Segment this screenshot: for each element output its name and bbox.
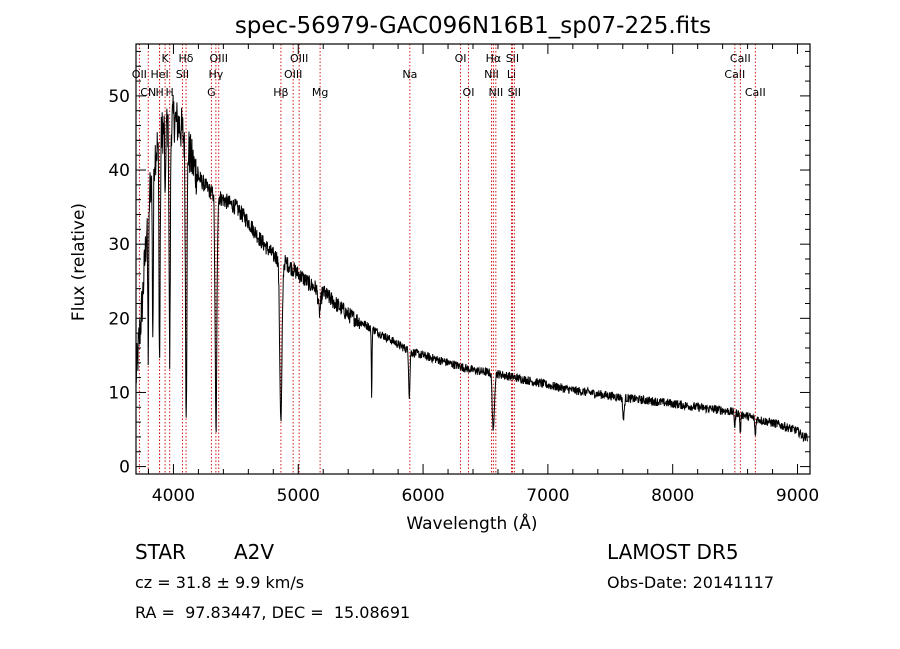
spectrum-line [135, 94, 808, 443]
x-tick-label: 9000 [776, 486, 819, 506]
object-subclass: A2V [234, 540, 275, 564]
line-marker-label: HeI [150, 68, 168, 81]
y-tick-label: 0 [119, 458, 130, 478]
line-marker-label: CaII [745, 86, 766, 99]
line-marker-label: CaII [724, 68, 745, 81]
line-marker-label: Li [507, 68, 516, 81]
plot-axes: 4000 5000 6000 7000 8000 9000 0 10 20 30 40 50 [108, 43, 819, 506]
line-marker-label: OII [132, 68, 147, 81]
x-tick-label: 4000 [152, 486, 195, 506]
x-tick-label: 6000 [401, 486, 444, 506]
line-marker-label: OI [455, 52, 467, 65]
x-axis-label: Wavelength (Å) [406, 512, 537, 534]
line-marker-label: NII [484, 68, 499, 81]
y-tick-label: 50 [108, 87, 130, 107]
line-marker-label: NII [488, 86, 503, 99]
survey-name: LAMOST DR5 [607, 540, 739, 564]
line-marker-label: SII [508, 86, 521, 99]
y-tick-label: 40 [108, 161, 130, 181]
line-marker-label: K [161, 52, 169, 65]
chart-title: spec-56979-GAC096N16B1_sp07-225.fits [235, 13, 711, 39]
line-marker-label: Mg [312, 86, 328, 99]
redshift-value: cz = 31.8 ± 9.9 km/s [135, 573, 305, 592]
line-marker-label: Hδ [179, 52, 194, 65]
line-marker-label: Hγ [208, 68, 223, 81]
x-tick-label: 8000 [651, 486, 694, 506]
y-tick-label: 20 [108, 309, 130, 329]
x-tick-label: 7000 [526, 486, 569, 506]
line-marker-label: SII [176, 68, 189, 81]
line-marker-label: Hα [486, 52, 502, 65]
line-marker-label: G [207, 86, 216, 99]
line-marker-label: H [166, 86, 174, 99]
line-marker-label: CaII [730, 52, 751, 65]
y-tick-label: 30 [108, 235, 130, 255]
line-marker-label: OIII [290, 52, 308, 65]
line-marker-label: CN [140, 86, 156, 99]
line-marker-label: Na [402, 68, 417, 81]
line-marker-label: OIII [210, 52, 228, 65]
line-marker-label: Hβ [273, 86, 288, 99]
observation-date: Obs-Date: 20141117 [607, 573, 775, 592]
y-tick-label: 10 [108, 383, 130, 403]
line-marker-label: H [155, 86, 163, 99]
y-axis-label: Flux (relative) [69, 203, 89, 321]
line-marker-label: OIII [284, 68, 302, 81]
line-marker-label: OI [463, 86, 475, 99]
object-class: STAR [135, 540, 186, 564]
sky-coordinates: RA = 97.83447, DEC = 15.08691 [135, 603, 411, 622]
line-marker-label: SII [506, 52, 519, 65]
x-tick-label: 5000 [277, 486, 320, 506]
